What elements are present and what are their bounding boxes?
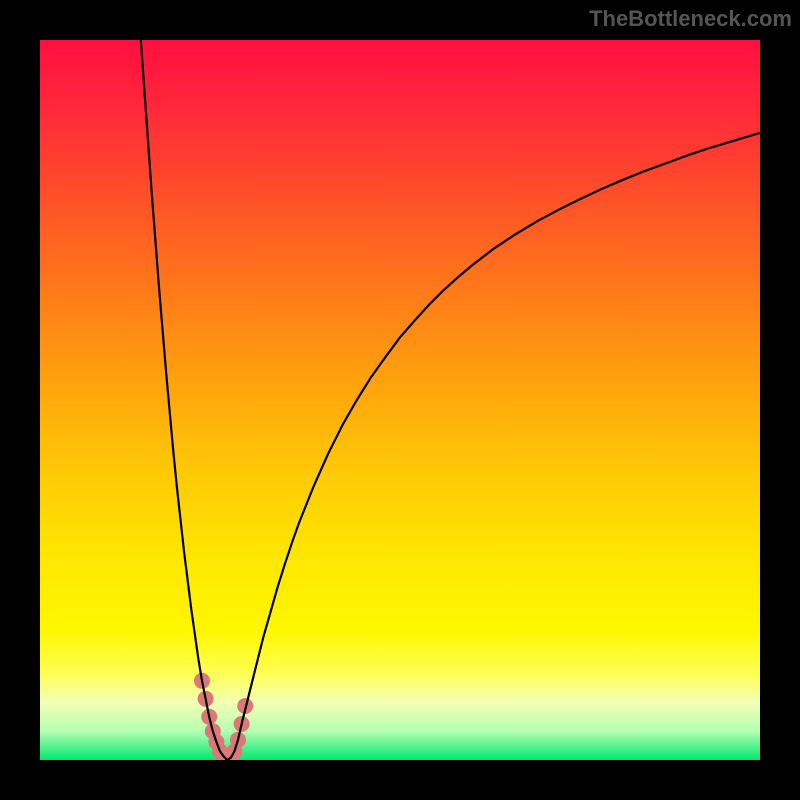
chart-frame: TheBottleneck.com xyxy=(0,0,800,800)
watermark-text: TheBottleneck.com xyxy=(589,6,792,32)
chart-svg xyxy=(40,40,760,760)
plot-area xyxy=(40,40,760,760)
